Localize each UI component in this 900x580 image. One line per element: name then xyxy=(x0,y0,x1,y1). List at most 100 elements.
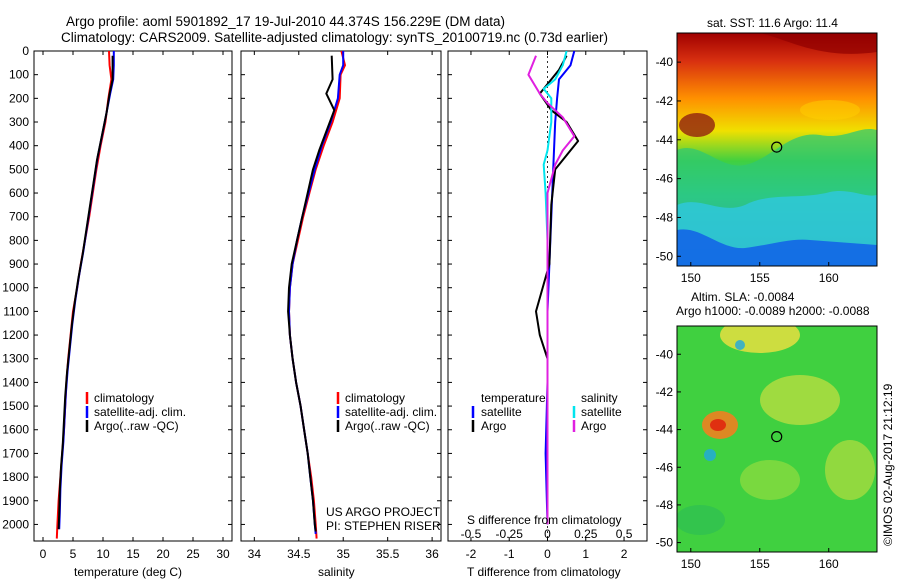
sst-heatmap xyxy=(677,33,877,266)
temperature-axes: 0100200300400500600700800900100011001200… xyxy=(2,44,232,561)
series-line xyxy=(58,51,115,530)
y-tick-label: 1000 xyxy=(2,281,29,295)
salinity-axes: 34 34.5 35 35.5 36 xyxy=(241,50,441,561)
y-tick-label: -46 xyxy=(656,460,674,474)
s-difference-xlabel: S difference from climatology xyxy=(467,513,622,527)
y-tick-label: 900 xyxy=(9,257,29,271)
y-tick-label: 200 xyxy=(9,91,29,105)
y-tick-label: 0 xyxy=(22,44,29,58)
sst-map-title: sat. SST: 11.6 Argo: 11.4 xyxy=(707,16,838,30)
sla-map-title: Altim. SLA: -0.0084 xyxy=(691,290,795,304)
sst-map-frame xyxy=(676,32,878,267)
x-tick-label: -1 xyxy=(504,547,515,561)
series-line xyxy=(535,55,580,525)
difference-series xyxy=(527,51,580,525)
t-difference-xlabel: T difference from climatology xyxy=(467,565,621,579)
y-tick-label: 700 xyxy=(9,210,29,224)
x-tick-label: 36 xyxy=(425,547,439,561)
y-tick-label: -50 xyxy=(656,536,674,550)
legend-temperature-header: temperature xyxy=(481,391,546,405)
argo-location-marker xyxy=(771,431,783,443)
legend-t-argo: Argo xyxy=(481,419,507,433)
x-tick-label: 155 xyxy=(750,557,770,571)
y-tick-label: -40 xyxy=(656,347,674,361)
y-tick-label: 400 xyxy=(9,139,29,153)
title-line2: Climatology: CARS2009. Satellite-adjuste… xyxy=(61,30,608,45)
y-tick-label: -46 xyxy=(656,172,674,186)
legend-argo: Argo(..raw -QC) xyxy=(94,419,179,433)
series-line xyxy=(544,51,576,525)
y-tick-label: 800 xyxy=(9,233,29,247)
sla-map-frame xyxy=(676,325,878,553)
y-tick-label: -44 xyxy=(656,423,674,437)
x-tick-label: 25 xyxy=(186,547,200,561)
y-tick-label: 1400 xyxy=(2,375,29,389)
y-tick-label: 100 xyxy=(9,68,29,82)
y-tick-label: -50 xyxy=(656,249,674,263)
x-tick-label: 30 xyxy=(216,547,230,561)
legend-climatology: climatology xyxy=(345,391,405,405)
s-tick-label: 0 xyxy=(544,527,551,541)
difference-axes: -2 -1 0 1 2 -0.5 -0.25 0 0.25 0.5 xyxy=(448,50,647,561)
x-tick-label: 150 xyxy=(681,271,701,285)
sla-map-axes: 150 155 160 -40 -42 -44 -46 -48 -50 xyxy=(656,347,839,571)
x-tick-label: 5 xyxy=(70,547,77,561)
y-tick-label: -48 xyxy=(656,210,674,224)
y-tick-label: -48 xyxy=(656,498,674,512)
title-line1: Argo profile: aoml 5901892_17 19-Jul-201… xyxy=(66,14,505,29)
legend-t-satellite: satellite xyxy=(481,405,522,419)
x-tick-label: 2 xyxy=(621,547,628,561)
y-tick-label: 1800 xyxy=(2,470,29,484)
temperature-xlabel: temperature (deg C) xyxy=(74,565,182,579)
series-line xyxy=(527,55,576,525)
credit-text: ©IMOS 02-Aug-2017 21:12:19 xyxy=(881,383,895,546)
pi-annotation: PI: STEPHEN RISER xyxy=(326,519,441,533)
series-line xyxy=(57,55,114,530)
x-tick-label: 15 xyxy=(126,547,140,561)
y-tick-label: 1900 xyxy=(2,494,29,508)
x-tick-label: 35 xyxy=(337,547,351,561)
y-tick-label: 1300 xyxy=(2,352,29,366)
x-tick-label: 0 xyxy=(40,547,47,561)
project-annotation: US ARGO PROJECT xyxy=(326,505,441,519)
x-tick-label: -2 xyxy=(466,547,477,561)
sla-heatmap xyxy=(677,326,877,552)
difference-legend: temperature salinity satellite Argo sate… xyxy=(471,391,622,433)
x-tick-label: 160 xyxy=(819,271,839,285)
series-line xyxy=(288,51,346,539)
x-tick-label: 35.5 xyxy=(376,547,400,561)
legend-climatology: climatology xyxy=(94,391,154,405)
x-tick-label: 150 xyxy=(681,557,701,571)
legend-argo: Argo(..raw -QC) xyxy=(345,419,430,433)
legend-s-satellite: satellite xyxy=(581,405,622,419)
x-tick-label: 0 xyxy=(544,547,551,561)
s-tick-label: -0.25 xyxy=(496,527,524,541)
salinity-series xyxy=(287,51,346,539)
y-tick-label: -44 xyxy=(656,133,674,147)
salinity-legend: climatology satellite-adj. clim. Argo(..… xyxy=(336,391,437,433)
y-tick-label: 500 xyxy=(9,162,29,176)
s-tick-label: -0.5 xyxy=(461,527,482,541)
sla-map-subtitle: Argo h1000: -0.0089 h2000: -0.0088 xyxy=(676,304,870,318)
series-line xyxy=(55,51,113,539)
y-tick-label: -42 xyxy=(656,94,674,108)
x-tick-label: 155 xyxy=(750,271,770,285)
y-tick-label: 1600 xyxy=(2,423,29,437)
x-tick-label: 1 xyxy=(582,547,589,561)
temperature-panel xyxy=(33,50,233,542)
legend-s-argo: Argo xyxy=(581,419,607,433)
legend-satellite: satellite-adj. clim. xyxy=(345,405,437,419)
temperature-series xyxy=(55,51,115,539)
argo-location-marker xyxy=(771,141,783,153)
y-tick-label: 1100 xyxy=(3,304,29,318)
legend-salinity-header: salinity xyxy=(581,391,618,405)
y-tick-label: 1200 xyxy=(2,328,29,342)
x-tick-label: 34.5 xyxy=(287,547,311,561)
sst-map-axes: 150 155 160 -40 -42 -44 -46 -48 -50 xyxy=(656,55,839,285)
salinity-panel xyxy=(240,50,442,542)
y-tick-label: 300 xyxy=(9,115,29,129)
temperature-legend: climatology satellite-adj. clim. Argo(..… xyxy=(85,391,186,433)
x-tick-label: 160 xyxy=(819,557,839,571)
y-tick-label: 600 xyxy=(9,186,29,200)
